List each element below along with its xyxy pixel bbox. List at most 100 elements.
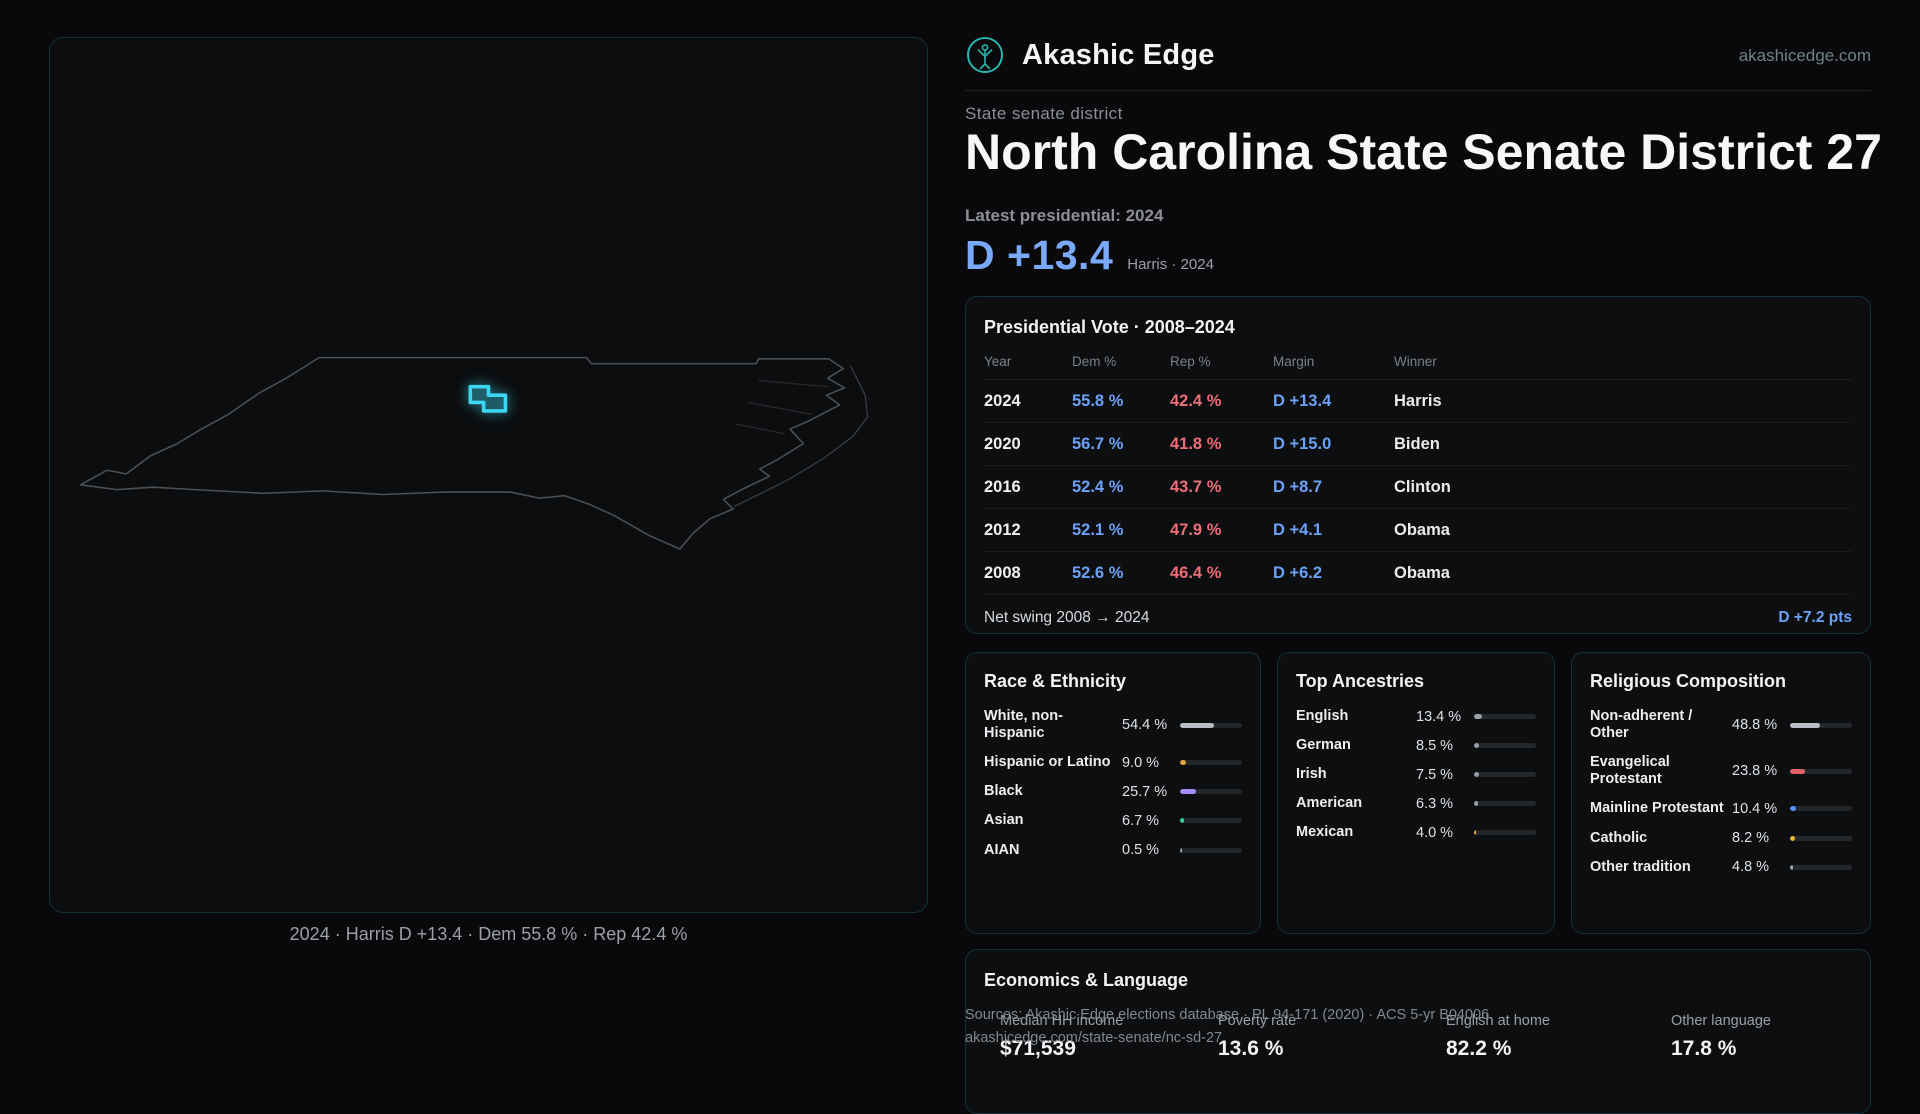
- stat-value: 4.0 %: [1416, 824, 1454, 841]
- stat-row: American 6.3 %: [1296, 795, 1536, 812]
- brand-header: Akashic Edge akashicedge.com: [965, 33, 1871, 79]
- mini-bar: [1474, 743, 1536, 749]
- stat-row: English 13.4 %: [1296, 708, 1536, 725]
- stat-label: Mainline Protestant: [1590, 800, 1724, 817]
- stat-label: Other language: [1671, 1013, 1771, 1029]
- brand-domain-link[interactable]: akashicedge.com: [1738, 46, 1871, 65]
- permalink[interactable]: akashicedge.com/state-senate/nc-sd-27: [965, 1030, 1223, 1046]
- stat-label: Black: [984, 783, 1023, 800]
- mini-bar-fill: [1790, 864, 1793, 870]
- mini-bar: [1790, 835, 1852, 841]
- brand-name: Akashic Edge: [1022, 39, 1215, 71]
- stat-label: American: [1296, 795, 1363, 812]
- margin-note: Harris · 2024: [1127, 256, 1214, 273]
- content-column: Akashic Edge akashicedge.com State senat…: [965, 0, 1882, 1114]
- cell-dem: 52.6 %: [1072, 563, 1124, 582]
- mini-bar-fill: [1790, 768, 1805, 774]
- cell-winner: Harris: [1394, 391, 1442, 410]
- stat-value: 23.8 %: [1732, 763, 1778, 780]
- stat-value: 8.2 %: [1732, 830, 1770, 847]
- stat-value: 25.7 %: [1122, 783, 1168, 800]
- net-swing-value: D +7.2 pts: [1778, 609, 1852, 626]
- mini-bar: [1790, 806, 1852, 812]
- stat-value: 4.8 %: [1732, 859, 1770, 876]
- state-outline: [80, 356, 846, 550]
- stat-label: Non-adherent / Other: [1590, 708, 1693, 742]
- presidential-card-title: Presidential Vote · 2008–2024: [984, 317, 1235, 337]
- stat-value: 10.4 %: [1732, 800, 1778, 817]
- religion-card: Religious Composition Non-adherent / Oth…: [1571, 652, 1871, 934]
- stat-row: Black 25.7 %: [984, 783, 1242, 800]
- stat-value: 9.0 %: [1122, 754, 1160, 771]
- stat-label: Mexican: [1296, 824, 1354, 841]
- mini-bar-fill: [1474, 772, 1479, 778]
- mini-bar: [1790, 864, 1852, 870]
- stat-label: Asian: [984, 812, 1024, 829]
- mini-bar: [1474, 714, 1536, 720]
- stat-value: 6.7 %: [1122, 812, 1160, 829]
- ancestry-rows: English 13.4 % German 8.5 % Irish 7.5 % …: [1296, 708, 1536, 842]
- cell-rep: 47.9 %: [1170, 520, 1222, 539]
- stat-label: AIAN: [984, 841, 1020, 858]
- stat-value: 54.4 %: [1122, 717, 1168, 734]
- stat-value: 13.6 %: [1218, 1037, 1284, 1060]
- religion-rows: Non-adherent / Other 48.8 % Evangelical …: [1590, 708, 1852, 876]
- page-title: North Carolina State Senate District 27: [965, 124, 1882, 180]
- race-card-title: Race & Ethnicity: [984, 671, 1127, 691]
- stat-label: German: [1296, 737, 1351, 754]
- district-shape[interactable]: [468, 384, 508, 413]
- stat-label: Irish: [1296, 766, 1327, 783]
- cell-winner: Obama: [1394, 563, 1450, 582]
- mini-bar: [1790, 768, 1852, 774]
- cell-rep: 42.4 %: [1170, 391, 1222, 410]
- sound-lines: [736, 380, 829, 435]
- mini-bar-fill: [1180, 760, 1186, 766]
- stat-label: English: [1296, 708, 1349, 724]
- mini-bar: [1180, 722, 1242, 728]
- table-row: 2008 52.6 % 46.4 % D +6.2 Obama: [984, 552, 1852, 595]
- stat-value: 48.8 %: [1732, 717, 1778, 734]
- cell-winner: Obama: [1394, 520, 1450, 539]
- stat-value: 82.2 %: [1446, 1037, 1512, 1060]
- stat-value: 17.8 %: [1671, 1037, 1737, 1060]
- mini-bar-fill: [1180, 818, 1185, 824]
- stat-row: Asian 6.7 %: [984, 812, 1242, 829]
- margin-value: D +13.4: [965, 232, 1114, 278]
- stat-label: Other tradition: [1590, 858, 1691, 875]
- stat-value: 8.5 %: [1416, 737, 1454, 754]
- cell-dem: 52.4 %: [1072, 477, 1124, 496]
- stat-row: Non-adherent / Other 48.8 %: [1590, 708, 1852, 742]
- cell-year: 2008: [984, 563, 1021, 582]
- ancestries-card-title: Top Ancestries: [1296, 671, 1425, 691]
- mini-bar-fill: [1474, 801, 1478, 807]
- mini-bar-fill: [1180, 722, 1214, 728]
- stat-label: White, non-Hispanic: [984, 708, 1063, 742]
- mini-bar: [1790, 722, 1852, 728]
- stat-row: Catholic 8.2 %: [1590, 830, 1852, 847]
- mini-bar-fill: [1180, 847, 1182, 853]
- table-row: 2016 52.4 % 43.7 % D +8.7 Clinton: [984, 466, 1852, 509]
- stat-block: Median HH income $71,539: [1000, 1013, 1218, 1061]
- cell-rep: 46.4 %: [1170, 563, 1222, 582]
- stat-row: Other tradition 4.8 %: [1590, 859, 1852, 876]
- stat-label: Poverty rate: [1218, 1013, 1297, 1029]
- mini-bar-fill: [1790, 806, 1797, 812]
- stat-row: Irish 7.5 %: [1296, 766, 1536, 783]
- economics-stats: Median HH income $71,539 Poverty rate 13…: [984, 1013, 1852, 1061]
- religion-card-title: Religious Composition: [1590, 671, 1786, 691]
- mini-bar-fill: [1474, 714, 1483, 720]
- col-rep: Rep %: [1170, 354, 1211, 369]
- cell-margin: D +15.0: [1273, 434, 1332, 453]
- stat-label: Hispanic or Latino: [984, 754, 1111, 771]
- mini-bar-fill: [1790, 722, 1821, 728]
- race-rows: White, non-Hispanic 54.4 % Hispanic or L…: [984, 708, 1242, 859]
- map-caption: 2024 · Harris D +13.4 · Dem 55.8 % · Rep…: [289, 924, 688, 944]
- sources-line: Sources: Akashic Edge elections database…: [965, 1007, 1490, 1023]
- cell-margin: D +8.7: [1273, 477, 1323, 496]
- outer-banks-outline: [734, 365, 869, 508]
- stat-row: White, non-Hispanic 54.4 %: [984, 708, 1242, 742]
- table-row: 2012 52.1 % 47.9 % D +4.1 Obama: [984, 509, 1852, 552]
- stat-row: AIAN 0.5 %: [984, 842, 1242, 859]
- stat-block: English at home 82.2 %: [1446, 1013, 1671, 1061]
- cell-winner: Biden: [1394, 434, 1440, 453]
